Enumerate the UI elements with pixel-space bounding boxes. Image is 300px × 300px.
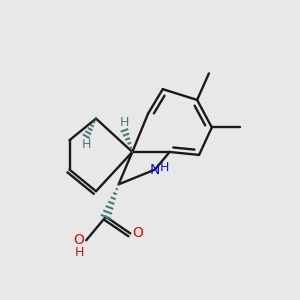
Text: O: O (132, 226, 143, 240)
Text: N: N (150, 163, 160, 177)
Text: H: H (160, 161, 169, 174)
Text: H: H (75, 246, 84, 259)
Text: H: H (82, 138, 91, 151)
Text: H: H (120, 116, 129, 129)
Text: O: O (74, 233, 84, 247)
